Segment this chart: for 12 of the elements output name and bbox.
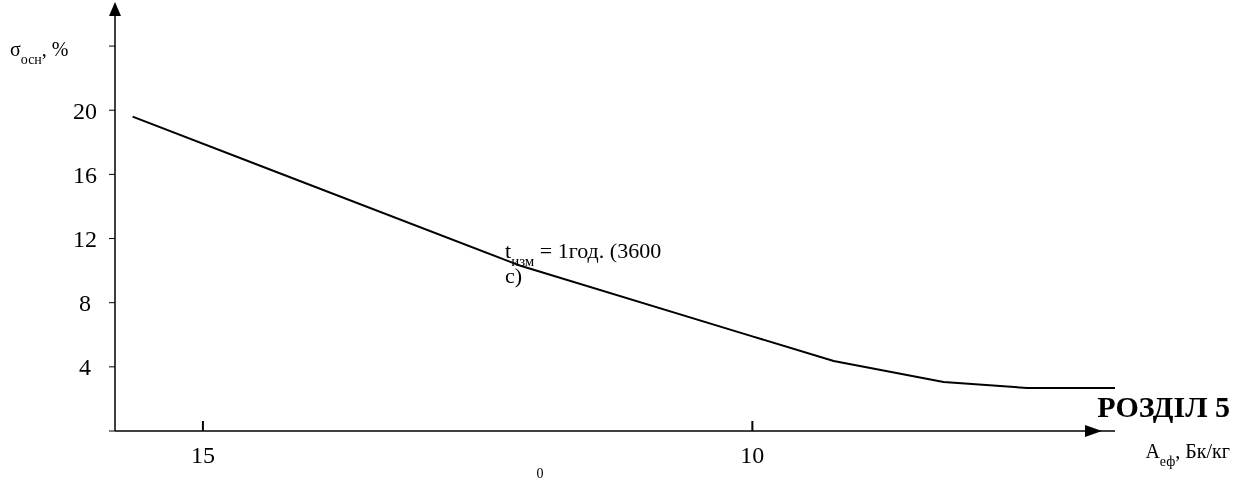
x-tick-label: 10: [740, 442, 765, 468]
y-tick-label: 16: [73, 161, 97, 188]
y-tick-label: 8: [79, 290, 91, 317]
y-tick-label: 4: [79, 354, 91, 381]
x-axis-title: A$_{еф}$, Бк/кг: [1145, 440, 1230, 469]
line-series: [131, 115, 1116, 390]
y-axis-title: σ$_{осн}$, %: [10, 38, 69, 67]
y-tick-label: 20: [73, 97, 97, 124]
text: 0: [536, 466, 544, 481]
x-tick-label: 15: [190, 442, 215, 468]
y-tick-label: 12: [73, 225, 97, 252]
annotation: РОЗДІЛ 5: [1097, 390, 1230, 423]
